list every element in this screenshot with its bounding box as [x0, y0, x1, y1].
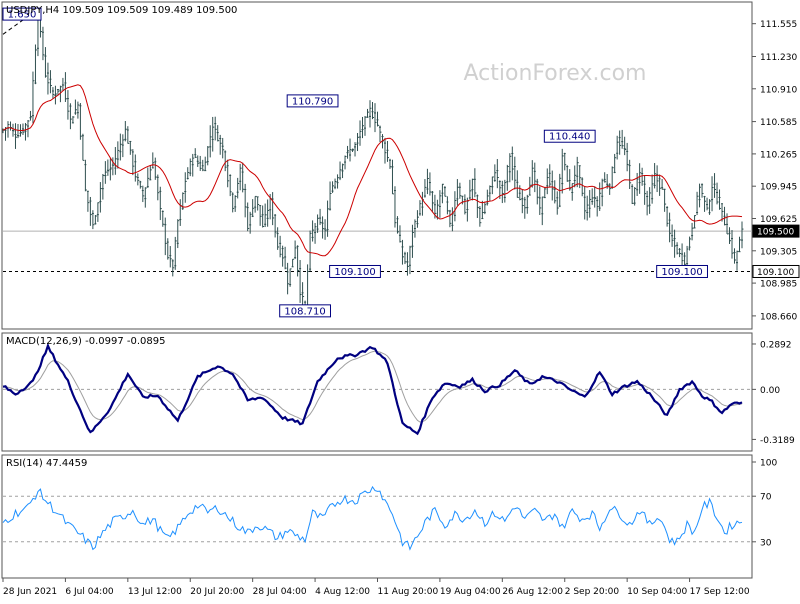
y-tick-label: 109.305 — [760, 247, 797, 257]
rsi-tick-label: 100 — [760, 459, 777, 469]
macd-panel-frame — [1, 332, 753, 452]
x-tick-label: 2 Sep 20:00 — [565, 587, 620, 597]
macd-y-axis: 0.2892 0.00 -0.3189 — [752, 340, 795, 446]
price-annotation-label: 109.100 — [334, 267, 375, 278]
x-tick-label: 11 Aug 20:00 — [377, 587, 438, 597]
x-tick-label: 28 Jul 04:00 — [253, 587, 307, 597]
x-tick-label: 4 Aug 12:00 — [315, 587, 370, 597]
y-tick-label: 110.910 — [760, 85, 797, 95]
macd-signal-line — [2, 350, 743, 423]
macd-tick-label: -0.3189 — [760, 436, 795, 446]
rsi-title: RSI(14) 47.4459 — [6, 458, 87, 469]
x-tick-label: 28 Jun 2021 — [3, 587, 57, 597]
price-annotation-label: 110.440 — [549, 132, 590, 143]
macd-tick-label: 0.00 — [760, 386, 780, 396]
x-tick-label: 19 Aug 04:00 — [440, 587, 501, 597]
macd-main-line — [2, 342, 743, 436]
x-tick-label: 26 Aug 12:00 — [502, 587, 563, 597]
x-tick-label: 6 Jul 04:00 — [65, 587, 114, 597]
main-y-axis: 111.555 111.230 110.910 110.585 110.265 109.9… — [752, 20, 800, 322]
y-tick-label: 108.660 — [760, 312, 797, 322]
rsi-y-axis: 100 70 30 — [752, 459, 777, 548]
price-annotations: 1.650 110.790 109.100 108.710 110.440 109.100 — [2, 7, 708, 318]
price-annotation-box — [286, 94, 339, 108]
rsi-tick-label: 70 — [760, 493, 772, 503]
price-annotation-box — [279, 304, 331, 318]
price-annotation-box — [329, 264, 381, 278]
price-annotation-box — [543, 129, 596, 143]
symbol-header: USDJPY,H4 109.509 109.509 109.489 109.50… — [6, 5, 237, 16]
current-price-tag — [752, 224, 800, 238]
rsi-line — [2, 485, 743, 551]
price-annotation-label: 110.790 — [292, 96, 333, 107]
current-price-tag-label: 109.500 — [757, 228, 794, 238]
support-price-tag — [752, 264, 800, 278]
price-annotation-label: 1.650 — [8, 10, 37, 21]
price-annotation-label: 108.710 — [284, 306, 325, 317]
macd-series — [2, 342, 743, 436]
rsi-level-lines — [3, 495, 752, 543]
x-tick-label: 13 Jul 12:00 — [128, 587, 182, 597]
price-annotation-box — [656, 264, 708, 278]
rsi-tick-label: 30 — [760, 538, 772, 548]
main-panel-frame — [1, 1, 753, 330]
y-tick-label: 111.230 — [760, 53, 797, 63]
y-tick-label: 110.585 — [760, 118, 797, 128]
y-tick-label: 109.625 — [760, 215, 797, 225]
y-tick-label: 108.985 — [760, 280, 797, 290]
x-tick-label: 20 Jul 20:00 — [190, 587, 244, 597]
x-tick-label: 10 Sep 04:00 — [627, 587, 687, 597]
price-annotation-label: 109.100 — [661, 267, 702, 278]
y-tick-label: 109.945 — [760, 183, 797, 193]
ma-line — [2, 84, 743, 257]
support-price-tag-label: 109.100 — [757, 268, 794, 278]
rsi-series — [2, 485, 743, 551]
price-candles — [2, 8, 744, 315]
watermark: ActionForex.com — [464, 61, 647, 86]
price-annotation-box — [2, 7, 42, 21]
macd-tick-label: 0.2892 — [760, 340, 792, 350]
macd-title: MACD(12,26,9) -0.0997 -0.0895 — [6, 336, 166, 347]
y-tick-label: 110.265 — [760, 150, 797, 160]
y-tick-label: 111.555 — [760, 20, 797, 30]
time-axis: 28 Jun 2021 6 Jul 04:00 13 Jul 12:00 20 Jul… — [2, 578, 750, 597]
moving-average — [2, 84, 743, 257]
x-tick-label: 17 Sep 12:00 — [690, 587, 750, 597]
